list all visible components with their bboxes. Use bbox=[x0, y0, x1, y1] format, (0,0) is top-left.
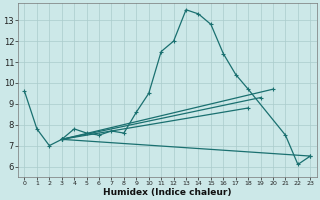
X-axis label: Humidex (Indice chaleur): Humidex (Indice chaleur) bbox=[103, 188, 232, 197]
